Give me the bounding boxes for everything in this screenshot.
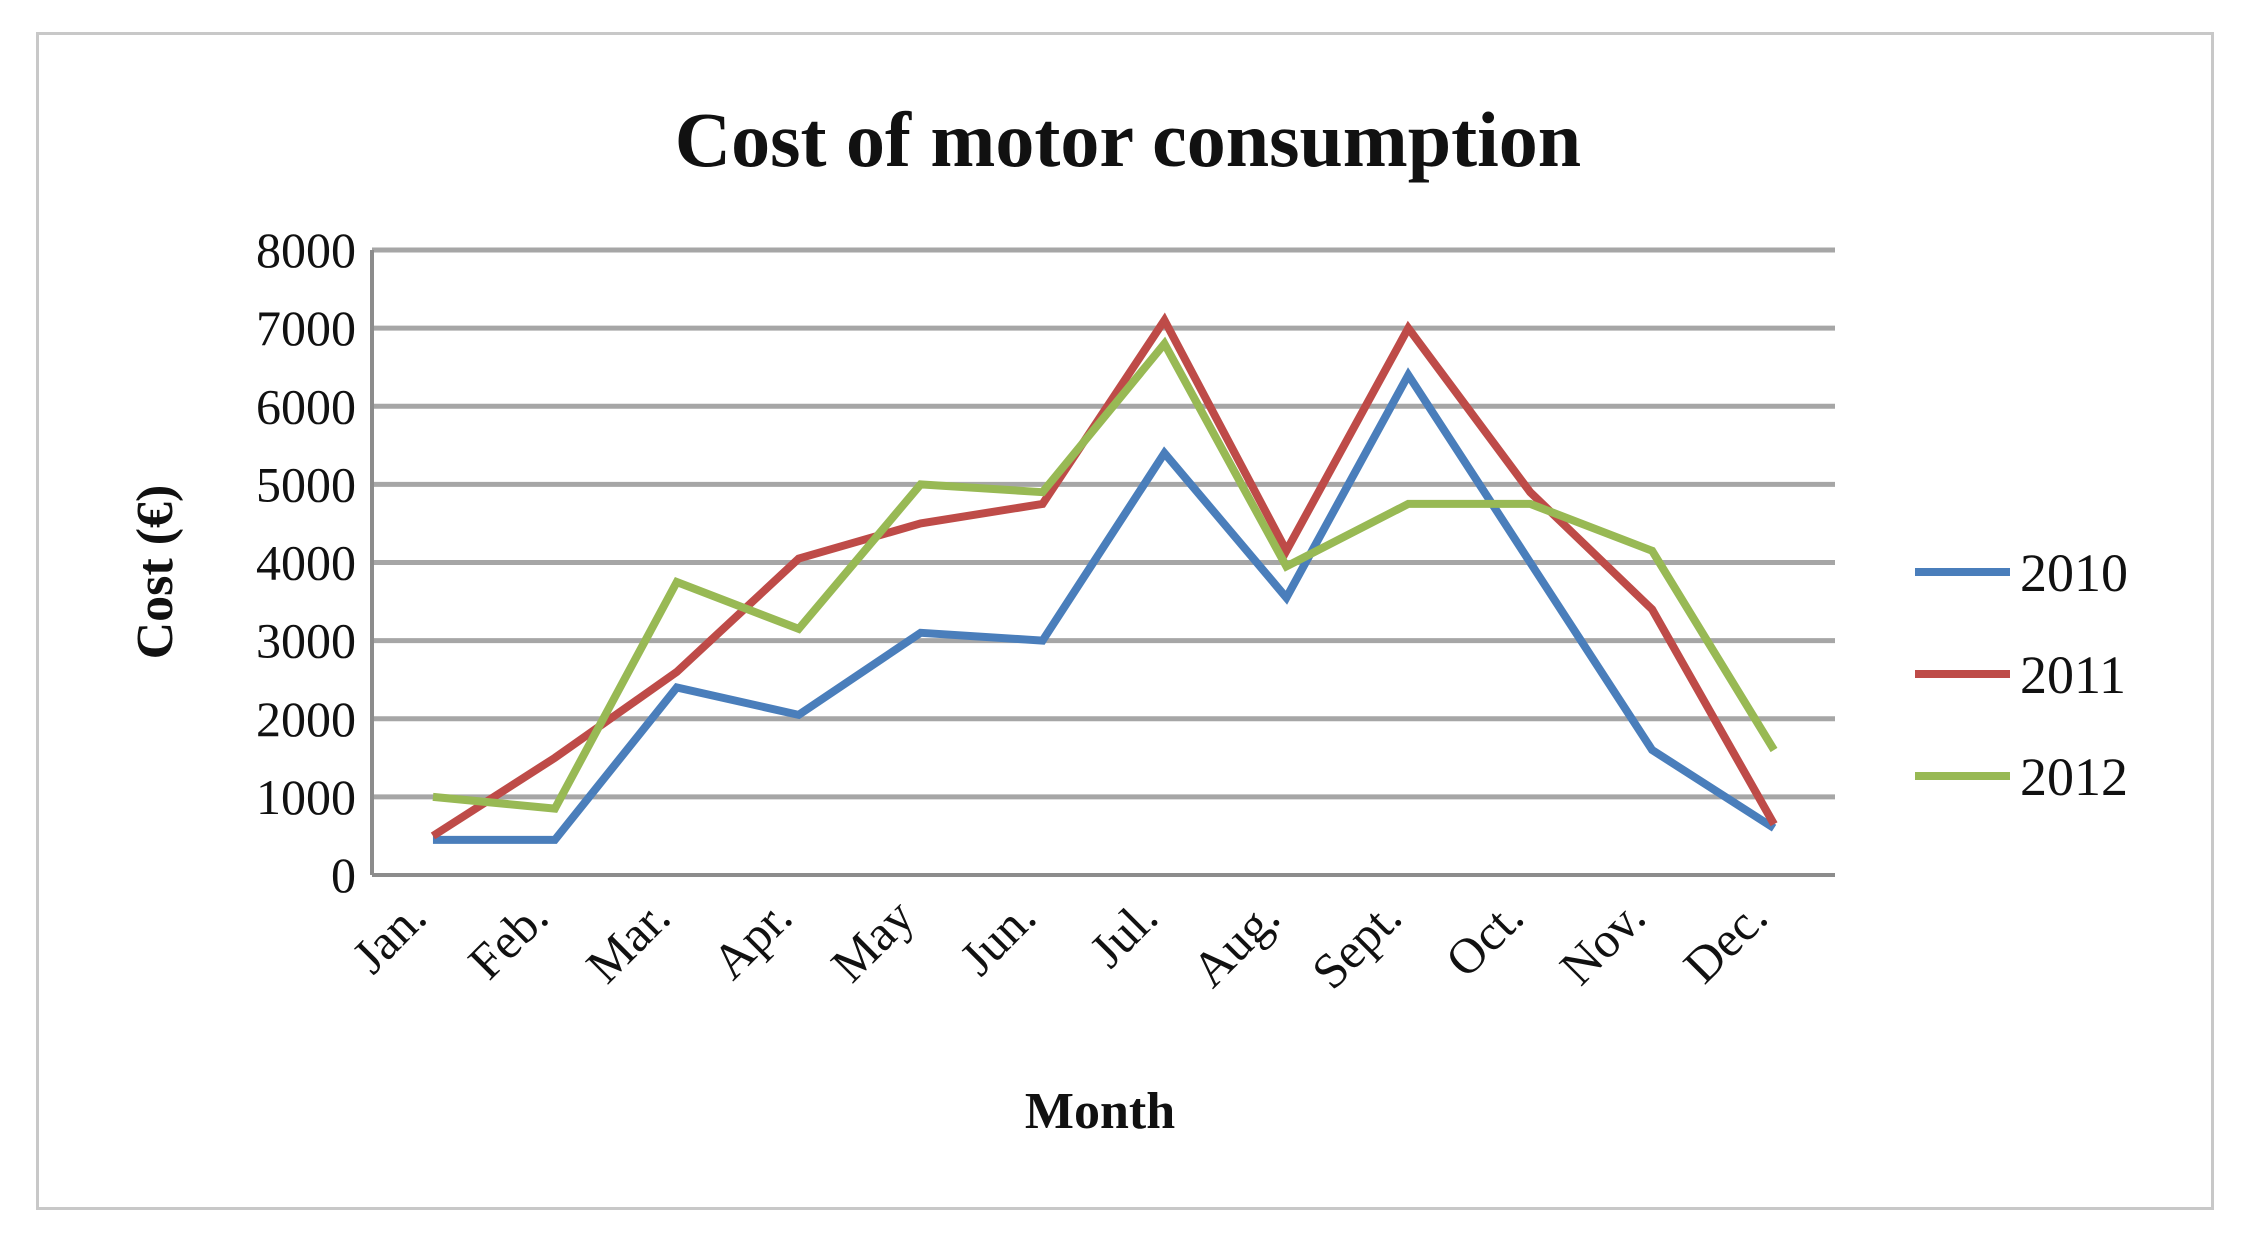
x-tick-label: Nov. [1549, 888, 1656, 995]
y-tick-label: 3000 [256, 613, 356, 669]
y-tick-labels: 0 1000 2000 3000 4000 5000 6000 7000 8000 [256, 222, 356, 903]
chart-frame [36, 32, 2214, 1210]
x-tick-label: Feb. [457, 888, 558, 989]
y-tick-label: 7000 [256, 300, 356, 356]
x-tick-label: Aug. [1181, 888, 1290, 997]
x-axis-title: Month [1025, 1083, 1175, 1140]
x-tick-label: Jul. [1079, 888, 1169, 978]
x-tick-label: Jun. [949, 888, 1047, 986]
x-tick-label: Oct. [1434, 888, 1533, 987]
series-line-2010 [432, 367, 1777, 844]
axes [370, 250, 1835, 877]
series-line-2011 [430, 312, 1778, 840]
y-tick-label: 4000 [256, 535, 356, 591]
legend-label-2012: 2012 [2020, 747, 2128, 807]
legend: 2010 2011 2012 [1915, 543, 2128, 807]
x-tick-label: May [820, 888, 924, 992]
x-tick-label: Mar. [575, 888, 680, 993]
series-line-2012 [432, 336, 1778, 813]
series-lines [430, 312, 1778, 844]
y-tick-label: 5000 [256, 456, 356, 512]
gridlines [372, 247, 1835, 800]
y-axis-title: Cost (€) [127, 485, 184, 660]
y-tick-label: 1000 [256, 769, 356, 825]
y-tick-label: 0 [331, 847, 356, 903]
legend-label-2011: 2011 [2020, 645, 2126, 705]
x-tick-labels: Jan. Feb. Mar. Apr. May Jun. Jul. Aug. Sept. Oct.… [341, 888, 1778, 999]
x-tick-label: Apr. [701, 888, 802, 989]
chart-title: Cost of motor consumption [675, 96, 1581, 183]
y-tick-label: 8000 [256, 222, 356, 278]
legend-label-2010: 2010 [2020, 543, 2128, 603]
y-tick-label: 6000 [256, 378, 356, 434]
x-tick-label: Sept. [1301, 888, 1412, 999]
x-tick-label: Dec. [1672, 888, 1777, 993]
y-tick-label: 2000 [256, 691, 356, 747]
